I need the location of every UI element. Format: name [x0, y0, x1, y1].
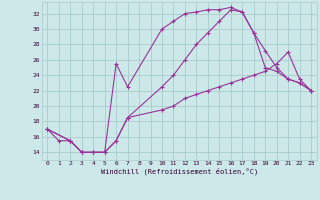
X-axis label: Windchill (Refroidissement éolien,°C): Windchill (Refroidissement éolien,°C) [100, 168, 258, 175]
